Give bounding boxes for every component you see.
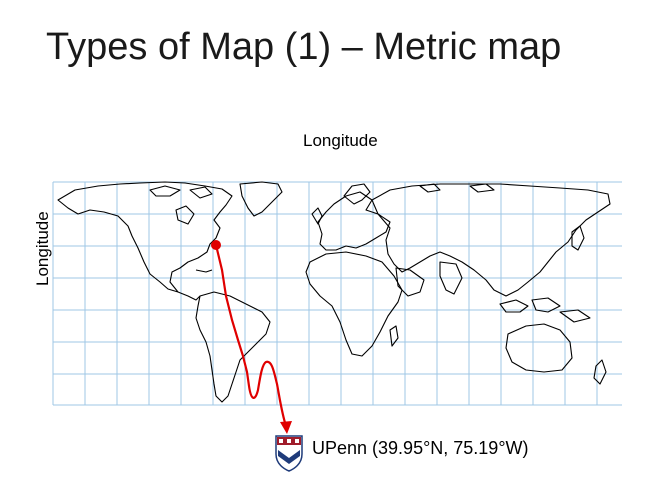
route-path	[211, 240, 292, 434]
coastlines	[57, 181, 611, 403]
penn-shield-icon	[275, 435, 303, 472]
australia-outline	[505, 323, 573, 373]
location-caption: UPenn (39.95°N, 75.19°W)	[312, 438, 529, 458]
slide-title: Types of Map (1) – Metric map	[46, 26, 562, 68]
south-america-outline	[195, 291, 271, 403]
x-axis-label: Longitude	[303, 131, 378, 150]
arrowhead-icon	[280, 421, 292, 434]
africa-outline	[305, 251, 403, 357]
greenland-outline	[239, 181, 283, 217]
asia-outline	[371, 183, 611, 297]
europe-outline	[317, 191, 391, 251]
route-line	[214, 244, 288, 427]
map-grid	[52, 181, 622, 406]
north-america-outline	[57, 181, 233, 293]
